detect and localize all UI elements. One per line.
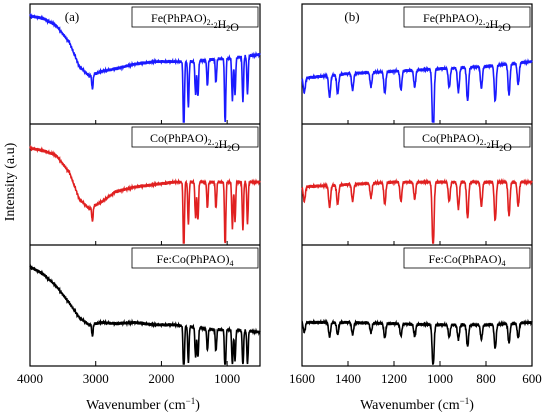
legend-label: Fe(PhPAO)2.2H2O [151,11,239,34]
x-tick-label: 600 [522,371,542,386]
legend-label: Co(PhPAO)2.2H2O [422,131,512,154]
x-tick-label: 2000 [148,371,174,386]
series-line [301,177,533,244]
x-tick-label: 1600 [289,371,315,386]
panel-frame [29,3,261,367]
panel-label: (b) [344,9,359,24]
legend-label: Co(PhPAO)2.2H2O [150,131,240,154]
legend-box [131,6,259,28]
x-axis-label-a: Wavenumber (cm−1) [86,396,200,413]
x-axis-label-a-sup: −1 [186,396,196,406]
x-axis-label-a-end: ) [195,398,200,413]
x-axis-label-b: Wavenumber (cm−1) [360,396,474,413]
legend-label: Fe:Co(PhPAO)4 [429,252,506,268]
x-tick-label: 800 [476,371,496,386]
legend-label: Fe(PhPAO)2.2H2O [423,11,511,34]
legend-box [403,6,531,28]
x-axis-label-b-end: ) [469,398,474,413]
series-line [29,263,261,365]
legend-box [131,247,259,269]
x-tick-label: 3000 [83,371,109,386]
x-tick-label: 1000 [214,371,240,386]
legend-box [403,126,531,148]
series-line [29,144,261,244]
legend-box [403,247,531,269]
x-axis-label-a-text: Wavenumber (cm [86,398,186,413]
x-tick-label: 1400 [335,371,361,386]
y-axis-label: Intensity (a.u) [3,142,18,221]
x-tick-label: 1000 [427,371,453,386]
panel-a: (a) 4000 3000 2000 1000 Fe(PhPAO)2.2H2O Co(PhP… [17,3,261,386]
x-axis-label-b-text: Wavenumber (cm [360,398,460,413]
series-line [301,318,533,365]
x-tick-label: 1200 [381,371,407,386]
series-line [301,58,533,123]
x-axis-label-b-sup: −1 [460,396,470,406]
panel-label: (a) [65,9,79,24]
x-tick-label: 4000 [17,371,43,386]
legend-label: Fe:Co(PhPAO)4 [157,252,234,268]
panel-frame [301,3,533,367]
legend-box [131,126,259,148]
series-line [29,12,261,123]
panel-b: (b) 1600 1400 1200 1000 800 600 Fe(PhPAO)2.2H2O… [289,3,542,386]
